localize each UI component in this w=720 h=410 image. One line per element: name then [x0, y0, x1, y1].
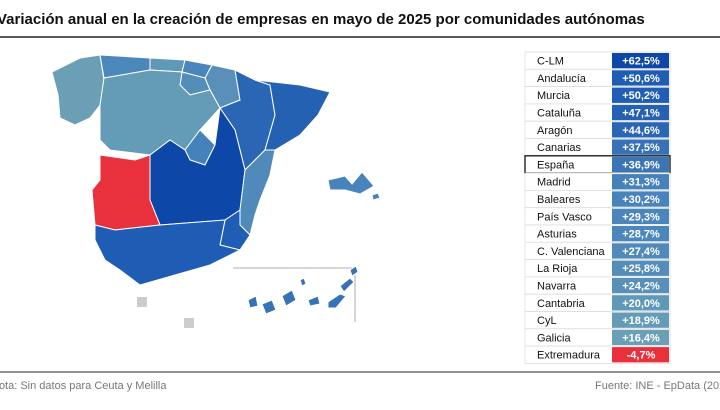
region-name: Extremadura: [537, 350, 601, 362]
value-label: +50,2%: [622, 90, 660, 102]
value-label: +50,6%: [622, 73, 660, 85]
region: [327, 171, 375, 195]
region-name: Asturias: [537, 229, 577, 241]
value-label: +27,4%: [622, 246, 660, 258]
region-name: País Vasco: [537, 211, 592, 223]
region: [254, 79, 331, 151]
region-name: Baleares: [537, 194, 581, 206]
region: [94, 219, 242, 286]
value-label: +36,9%: [622, 159, 660, 171]
value-label: -4,7%: [627, 350, 656, 362]
value-cell: [612, 156, 669, 173]
region-name: C. Valenciana: [537, 246, 606, 258]
value-cell: [612, 329, 669, 346]
region: [349, 265, 359, 277]
region: [91, 154, 161, 231]
region: [327, 293, 347, 309]
value-cell: [612, 53, 669, 69]
region: [261, 299, 277, 315]
region: [307, 295, 321, 307]
region: [51, 54, 105, 126]
value-cell: [612, 122, 669, 138]
region-name: Galicia: [537, 332, 572, 344]
value-label: +37,5%: [622, 142, 660, 154]
value-label: +25,8%: [622, 263, 660, 275]
region-name: Cantabria: [537, 298, 586, 310]
value-cell: [612, 191, 669, 207]
value-label: +30,2%: [622, 194, 660, 206]
value-label: +20,0%: [622, 298, 660, 310]
value-label: +28,7%: [622, 229, 660, 241]
region: [281, 289, 297, 307]
value-label: +31,3%: [622, 177, 660, 189]
region-name: La Rioja: [537, 263, 578, 275]
region-name: CyL: [537, 315, 557, 327]
value-label: +44,6%: [622, 125, 660, 137]
value-cell: [612, 226, 669, 242]
value-label: +47,1%: [622, 107, 660, 119]
ceuta: [137, 297, 147, 307]
region-name: Navarra: [537, 280, 577, 292]
value-cell: [612, 174, 669, 190]
value-label: +16,4%: [622, 332, 660, 344]
region-name: Murcia: [537, 90, 571, 102]
region: [371, 192, 381, 201]
region-name: Andalucía: [537, 73, 587, 85]
region: [299, 277, 307, 287]
value-cell: [612, 104, 669, 121]
footnote: Nota: Sin datos para Ceuta y Melilla: [0, 380, 167, 392]
value-label: +18,9%: [622, 315, 660, 327]
value-cell: [612, 243, 669, 259]
region-name: Cataluña: [537, 107, 582, 119]
region-name: Canarias: [537, 142, 582, 154]
region-name: C-LM: [537, 56, 564, 68]
value-cell: [612, 295, 669, 311]
source: Fuente: INE - EpData (2025): [595, 380, 720, 392]
melilla: [184, 318, 194, 328]
region: [339, 277, 355, 293]
value-label: +29,3%: [622, 211, 660, 223]
value-cell: [612, 312, 669, 328]
value-cell: [612, 347, 669, 363]
region-name: Madrid: [537, 177, 571, 189]
value-cell: [612, 87, 669, 103]
value-cell: [612, 70, 669, 86]
value-cell: [612, 139, 669, 155]
region: [247, 295, 259, 309]
value-cell: [612, 208, 669, 224]
value-label: +62,5%: [622, 56, 660, 68]
chart-title: Variación anual en la creación de empres…: [0, 11, 645, 28]
value-label: +24,2%: [622, 280, 660, 292]
region-name: Aragón: [537, 125, 572, 137]
value-cell: [612, 277, 669, 294]
region-name: España: [537, 159, 575, 171]
value-cell: [612, 260, 669, 276]
